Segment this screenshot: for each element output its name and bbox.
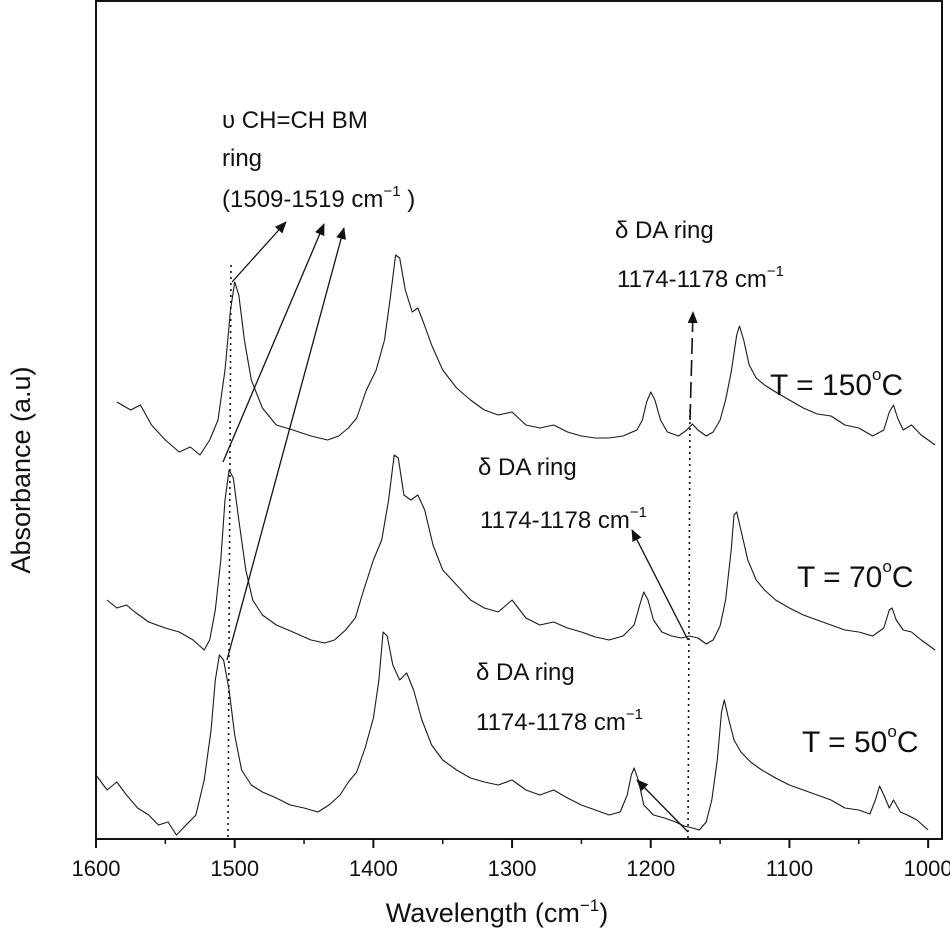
x-tick-label: 1200 [626,856,675,881]
annotation-da-ring-70C: δ DA ring 1174-1178 cm−1 [478,454,647,534]
svg-text:(1509-1519 cm−1 ): (1509-1519 cm−1 ) [222,183,415,213]
label-70C: T = 70oC [797,557,913,594]
spectrum-line-150C [116,254,936,456]
spectrum-line-50C [95,631,929,836]
x-axis-ticks: 1600 1500 1400 1300 1200 1100 1000 [72,839,950,881]
spectrum-line-70C [106,454,936,651]
svg-text:1174-1178 cm−1: 1174-1178 cm−1 [617,263,784,293]
x-axis-title-end: ) [599,898,608,928]
svg-text:δ DA ring: δ DA ring [478,454,577,481]
annotation-da-ring-150C: δ DA ring 1174-1178 cm−1 [615,217,784,293]
annotation-bm-ring: υ CH=CH BM ring (1509-1519 cm−1 ) [222,107,415,213]
plot-frame [95,0,943,840]
svg-text:δ DA ring: δ DA ring [615,217,714,244]
x-axis-title: Wavelength (cm−1) [386,896,608,928]
label-50C: T = 50oC [802,722,918,759]
x-axis-title-main: Wavelength (cm [386,898,580,928]
arrow-bm-ring-70C [222,223,325,463]
x-axis-title-sup: −1 [580,896,599,915]
svg-text:1174-1178 cm−1: 1174-1178 cm−1 [480,504,647,534]
x-tick-label: 1400 [349,856,398,881]
y-axis-title: Absorbance (a.u) [6,366,36,573]
svg-text:δ DA ring: δ DA ring [476,659,575,686]
svg-text:υ CH=CH BM: υ CH=CH BM [222,107,368,134]
x-tick-label: 1300 [488,856,537,881]
ref-line-1165 [687,409,691,840]
arrow-da-ring-50C [636,779,689,833]
label-150C: T = 150oC [770,365,903,402]
arrow-da-ring-70C [631,529,689,641]
arrow-bm-ring-150C [231,221,287,283]
x-tick-label: 1100 [766,856,813,881]
x-tick-label: 1500 [210,856,259,881]
dashed-arrow-150C [687,311,698,421]
svg-text:ring: ring [222,145,262,172]
x-tick-label: 1600 [72,856,121,881]
annotation-da-ring-50C: δ DA ring 1174-1178 cm−1 [476,659,643,736]
spectra [95,254,936,836]
arrow-bm-ring-50C [226,227,346,661]
ref-line-1503 [227,264,232,840]
x-tick-label: 1000 [904,856,950,881]
svg-text:1174-1178 cm−1: 1174-1178 cm−1 [476,706,643,736]
